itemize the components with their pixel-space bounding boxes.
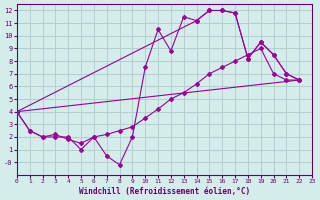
X-axis label: Windchill (Refroidissement éolien,°C): Windchill (Refroidissement éolien,°C) <box>79 187 250 196</box>
